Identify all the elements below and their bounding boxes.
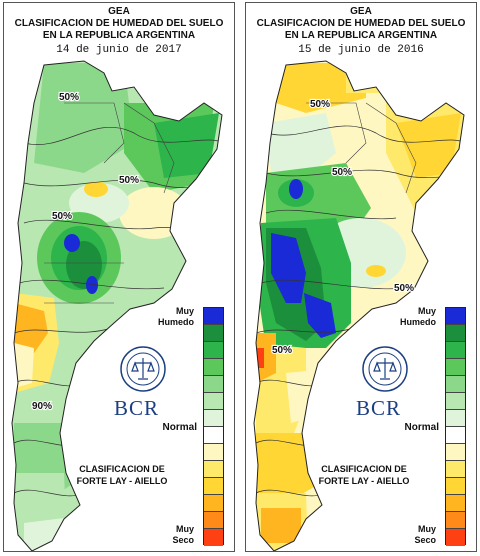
contour-label: 50% <box>119 175 139 186</box>
legend-swatch <box>204 478 223 495</box>
header-title: CLASIFICACION DE HUMEDAD DEL SUELO <box>256 18 466 29</box>
legend-swatch <box>204 410 223 427</box>
legend-swatch <box>446 308 465 325</box>
contour-label: 50% <box>272 345 292 356</box>
argentina-map: 50% 50% 50% 90% <box>11 60 223 551</box>
legend-swatch <box>204 376 223 393</box>
legend-swatch <box>446 461 465 478</box>
moisture-legend <box>445 307 466 546</box>
legend-swatch <box>204 495 223 512</box>
legend-label-muy-humedo: Muy Humedo <box>400 306 436 327</box>
legend-swatch <box>204 342 223 359</box>
legend-swatch <box>204 427 223 444</box>
legend-swatch <box>446 444 465 461</box>
legend-swatch <box>446 393 465 410</box>
bcr-logo-text: BCR <box>114 396 160 420</box>
soil-moisture-map-2017: GEA CLASIFICACION DE HUMEDAD DEL SUELO E… <box>3 2 235 552</box>
legend-swatch <box>204 393 223 410</box>
contour-label: 50% <box>59 92 79 103</box>
legend-swatch <box>446 478 465 495</box>
contour-label: 50% <box>310 99 330 110</box>
legend-swatch <box>446 376 465 393</box>
legend-swatch <box>446 359 465 376</box>
contour-label: 90% <box>32 401 52 412</box>
legend-swatch <box>204 512 223 529</box>
legend-label-muy-seco: Muy Seco <box>414 524 436 545</box>
soil-moisture-map-2016: GEA CLASIFICACION DE HUMEDAD DEL SUELO E… <box>245 2 477 552</box>
legend-swatch <box>204 308 223 325</box>
argentina-map: 50% 50% 50% 50% <box>253 60 465 551</box>
legend-swatch <box>204 529 223 546</box>
legend-swatch <box>446 342 465 359</box>
header-country: EN LA REPUBLICA ARGENTINA <box>42 30 196 41</box>
contour-label: 50% <box>52 211 72 222</box>
legend-swatch <box>204 325 223 342</box>
moisture-legend <box>203 307 224 546</box>
legend-label-normal: Normal <box>404 422 439 433</box>
header-gea: GEA <box>350 6 372 17</box>
legend-swatch <box>204 461 223 478</box>
legend-label-muy-seco: Muy Seco <box>172 524 194 545</box>
legend-swatch <box>446 410 465 427</box>
bcr-seal-logo <box>362 346 408 392</box>
legend-label-normal: Normal <box>162 422 197 433</box>
header-gea: GEA <box>108 6 130 17</box>
contour-label: 50% <box>332 167 352 178</box>
legend-swatch <box>446 512 465 529</box>
header-country: EN LA REPUBLICA ARGENTINA <box>284 30 438 41</box>
legend-swatch <box>446 529 465 546</box>
legend-label-muy-humedo: Muy Humedo <box>158 306 194 327</box>
legend-swatch <box>446 325 465 342</box>
legend-swatch <box>204 444 223 461</box>
contour-label: 50% <box>394 283 414 294</box>
bcr-seal-logo <box>120 346 166 392</box>
legend-swatch <box>204 359 223 376</box>
header-title: CLASIFICACION DE HUMEDAD DEL SUELO <box>14 18 224 29</box>
bcr-logo-text: BCR <box>356 396 402 420</box>
map-date: 14 de junio de 2017 <box>56 44 182 56</box>
classification-label: CLASIFICACION DE FORTE LAY - AIELLO <box>318 464 410 486</box>
classification-label: CLASIFICACION DE FORTE LAY - AIELLO <box>76 464 168 486</box>
legend-swatch <box>446 427 465 444</box>
legend-swatch <box>446 495 465 512</box>
map-date: 15 de junio de 2016 <box>298 44 424 56</box>
